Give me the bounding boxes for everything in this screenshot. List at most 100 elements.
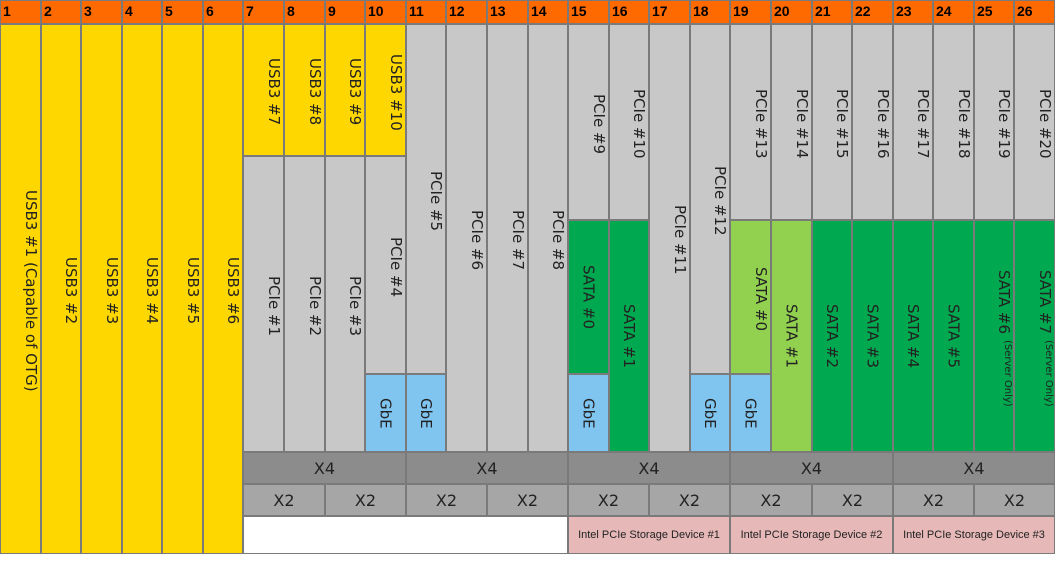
- pcie-cell-label: PCIe #16: [874, 89, 892, 159]
- pcie-cell-label: PCIe #7: [509, 209, 527, 271]
- pcie-cell: PCIe #19: [974, 24, 1014, 220]
- lane-number-7-label: 7: [246, 3, 254, 19]
- pcie-cell: PCIe #20: [1014, 24, 1055, 220]
- usb-cell-label: USB3 #4: [143, 257, 161, 325]
- sata-cell: SATA #5: [933, 220, 974, 452]
- lane-number-23: 23: [893, 0, 933, 24]
- usb-cell: USB3 #3: [81, 24, 122, 554]
- x2-group-label: X2: [760, 490, 782, 510]
- pcie-cell-label: PCIe #11: [671, 205, 689, 275]
- lane-number-18-label: 18: [693, 3, 709, 19]
- lane-number-9-label: 9: [328, 3, 336, 19]
- usb-cell: USB3 #4: [122, 24, 162, 554]
- pcie-cell-label: PCIe #2: [306, 275, 324, 337]
- pcie-cell: PCIe #3: [325, 156, 365, 452]
- gbe-cell-label: GbE: [417, 397, 435, 429]
- sata-cell-label: SATA #3: [863, 303, 882, 369]
- usb-cell: USB3 #2: [41, 24, 81, 554]
- x2-group: X2: [487, 484, 568, 516]
- lane-number-23-label: 23: [896, 3, 912, 19]
- x2-group-label: X2: [922, 490, 945, 510]
- lane-number-14: 14: [528, 0, 568, 24]
- lane-number-1: 1: [0, 0, 41, 24]
- usb-cell: USB3 #5: [162, 24, 203, 554]
- sata-server-cell: SATA #6 (Server Only): [974, 220, 1014, 452]
- pcie-cell: PCIe #8: [528, 24, 568, 452]
- lane-number-10-label: 10: [368, 3, 384, 19]
- pcie-cell-label: PCIe #3: [346, 275, 364, 337]
- sata-cell-label: SATA #0: [579, 264, 598, 330]
- usb-cell-label: USB3 #6: [224, 257, 242, 325]
- lane-number-20: 20: [771, 0, 812, 24]
- lane-number-14-label: 14: [531, 3, 547, 19]
- lane-number-22-label: 22: [855, 3, 871, 19]
- x2-group: X2: [730, 484, 812, 516]
- pcie-cell: PCIe #1: [243, 156, 284, 452]
- gbe-cell-label: GbE: [579, 397, 598, 429]
- x2-group-label: X2: [597, 490, 620, 510]
- pcie-cell-label: PCIe #5: [427, 170, 445, 232]
- lane-number-8: 8: [284, 0, 325, 24]
- lane-number-25: 25: [974, 0, 1014, 24]
- usb-cell: USB3 #7: [243, 24, 284, 156]
- pcie-cell: PCIe #18: [933, 24, 974, 220]
- usb-cell-label: USB3 #7: [265, 58, 283, 126]
- sata-cell: SATA #2: [812, 220, 852, 452]
- lane-number-12-label: 12: [449, 3, 465, 19]
- x4-group-label: X4: [963, 458, 985, 478]
- lane-number-19-label: 19: [733, 3, 749, 19]
- storage-device-cell: Intel PCIe Storage Device #3: [893, 516, 1055, 554]
- pcie-cell: PCIe #12: [690, 24, 730, 374]
- lane-number-2-label: 2: [44, 3, 52, 19]
- gbe-cell: GbE: [568, 374, 609, 452]
- x4-group: X4: [406, 452, 568, 484]
- gbe-cell-label: GbE: [741, 397, 760, 429]
- lane-number-12: 12: [446, 0, 487, 24]
- lane-number-6-label: 6: [206, 3, 214, 19]
- usb-cell: USB3 #10: [365, 24, 406, 156]
- pcie-cell-label: PCIe #8: [549, 209, 567, 271]
- sata-cell: SATA #1: [609, 220, 649, 452]
- x4-group: X4: [893, 452, 1055, 484]
- lane-number-8-label: 8: [287, 3, 295, 19]
- sata-cell: SATA #3: [852, 220, 893, 452]
- x2-group: X2: [893, 484, 974, 516]
- x4-group: X4: [730, 452, 893, 484]
- sata-server-cell-label: SATA #6: [995, 269, 1013, 334]
- sata-cell: SATA #1: [771, 220, 812, 452]
- sata-cell: SATA #4: [893, 220, 933, 452]
- gbe-cell: GbE: [730, 374, 771, 452]
- pcie-cell-label: PCIe #14: [793, 89, 811, 159]
- pcie-cell: PCIe #15: [812, 24, 852, 220]
- pcie-cell: PCIe #4: [365, 156, 406, 374]
- x4-group-label: X4: [800, 458, 823, 478]
- usb-cell-label: USB3 #8: [306, 58, 324, 126]
- sata-cell-label: SATA #2: [823, 303, 841, 369]
- x2-group-label: X2: [678, 490, 701, 510]
- pcie-cell-label: PCIe #20: [1036, 89, 1054, 159]
- usb-cell: USB3 #1 (Capable of OTG): [0, 24, 41, 554]
- usb-cell-label: USB3 #9: [346, 58, 364, 126]
- storage-device-cell-label: Intel PCIe Storage Device #1: [578, 528, 720, 541]
- storage-device-cell-label: Intel PCIe Storage Device #3: [903, 528, 1045, 541]
- lane-number-21: 21: [812, 0, 852, 24]
- lane-number-16: 16: [609, 0, 649, 24]
- x4-group: X4: [243, 452, 406, 484]
- pcie-cell-label: PCIe #19: [995, 89, 1013, 159]
- x2-group-label: X2: [1003, 490, 1026, 510]
- storage-device-cell: Intel PCIe Storage Device #1: [568, 516, 730, 554]
- lane-number-22: 22: [852, 0, 893, 24]
- usb-cell-label: USB3 #10: [387, 53, 405, 131]
- x2-group-label: X2: [273, 490, 295, 510]
- pcie-cell: PCIe #11: [649, 24, 690, 452]
- lane-number-6: 6: [203, 0, 243, 24]
- lane-number-20-label: 20: [774, 3, 790, 19]
- storage-device-cell: Intel PCIe Storage Device #2: [730, 516, 893, 554]
- storage-device-cell-label: Intel PCIe Storage Device #2: [740, 528, 883, 541]
- gbe-cell: GbE: [690, 374, 730, 452]
- sata-cell-label: SATA #5: [944, 303, 963, 369]
- lane-number-18: 18: [690, 0, 730, 24]
- pcie-cell: PCIe #10: [609, 24, 649, 220]
- lane-number-25-label: 25: [977, 3, 993, 19]
